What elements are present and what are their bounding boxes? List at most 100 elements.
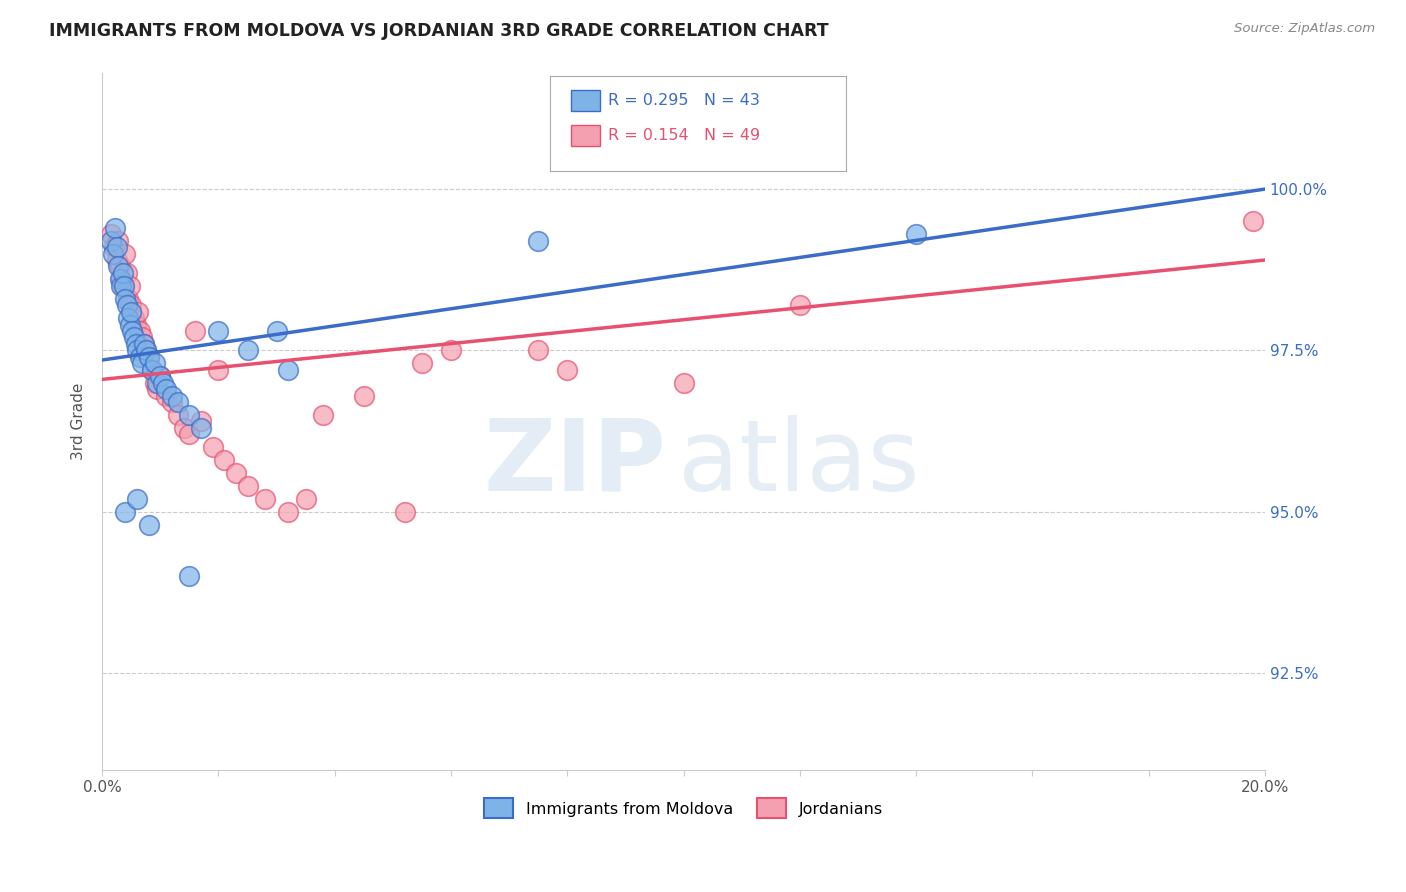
Point [143, 356, 166, 370]
Point [253, 491, 276, 506]
Point [120, 298, 142, 312]
Text: R = 0.295   N = 43: R = 0.295 N = 43 [607, 94, 759, 108]
Point [214, 453, 236, 467]
Point [117, 311, 139, 326]
Point [129, 324, 152, 338]
Point [122, 311, 145, 326]
Point [207, 324, 229, 338]
Point [155, 382, 177, 396]
FancyBboxPatch shape [550, 77, 846, 170]
Point [104, 220, 127, 235]
Text: Source: ZipAtlas.com: Source: ZipAtlas.com [1234, 22, 1375, 36]
Point [110, 272, 132, 286]
Point [132, 337, 155, 351]
Point [146, 376, 169, 390]
Point [112, 278, 135, 293]
Point [121, 324, 143, 338]
Point [127, 491, 149, 506]
Point [190, 414, 212, 428]
Point [236, 343, 259, 358]
Point [411, 356, 433, 370]
Point [155, 388, 177, 402]
Point [353, 388, 375, 402]
Point [143, 376, 166, 390]
Point [555, 362, 578, 376]
Point [131, 356, 153, 370]
Point [1241, 214, 1264, 228]
Point [138, 350, 160, 364]
Point [277, 362, 299, 376]
Point [141, 362, 163, 376]
Point [114, 505, 136, 519]
Point [101, 246, 124, 260]
Point [394, 505, 416, 519]
Point [115, 298, 138, 312]
Point [166, 395, 188, 409]
Point [117, 292, 139, 306]
Point [190, 421, 212, 435]
Point [120, 318, 142, 332]
Point [138, 517, 160, 532]
Point [127, 304, 149, 318]
Point [905, 227, 928, 242]
Point [100, 234, 122, 248]
Point [120, 304, 142, 318]
Point [312, 408, 335, 422]
Point [127, 343, 149, 358]
Point [135, 343, 157, 358]
Point [225, 466, 247, 480]
Y-axis label: 3rd Grade: 3rd Grade [72, 383, 86, 460]
Point [120, 278, 142, 293]
Point [114, 292, 136, 306]
Point [160, 388, 183, 402]
Point [179, 569, 201, 583]
Point [294, 491, 316, 506]
Point [179, 427, 201, 442]
Point [108, 260, 131, 274]
Point [107, 234, 129, 248]
Point [152, 376, 174, 390]
Point [236, 479, 259, 493]
Point [149, 369, 172, 384]
Point [141, 362, 163, 376]
Text: atlas: atlas [678, 415, 920, 512]
Bar [571, 90, 600, 112]
Point [527, 343, 550, 358]
Point [146, 382, 169, 396]
Text: ZIP: ZIP [484, 415, 666, 512]
Point [108, 272, 131, 286]
Point [160, 395, 183, 409]
Point [277, 505, 299, 519]
Point [138, 350, 160, 364]
Point [207, 362, 229, 376]
Point [132, 337, 155, 351]
Point [179, 408, 201, 422]
Point [125, 337, 148, 351]
Point [201, 440, 224, 454]
Point [129, 350, 152, 364]
Point [103, 240, 125, 254]
Point [184, 324, 207, 338]
Point [527, 234, 550, 248]
Point [131, 330, 153, 344]
Text: IMMIGRANTS FROM MOLDOVA VS JORDANIAN 3RD GRADE CORRELATION CHART: IMMIGRANTS FROM MOLDOVA VS JORDANIAN 3RD… [49, 22, 828, 40]
Point [111, 266, 134, 280]
Point [789, 298, 811, 312]
Point [112, 278, 135, 293]
Text: R = 0.154   N = 49: R = 0.154 N = 49 [607, 128, 761, 144]
Point [173, 421, 195, 435]
Point [125, 318, 148, 332]
Point [107, 260, 129, 274]
Point [266, 324, 288, 338]
Point [135, 343, 157, 358]
Point [672, 376, 695, 390]
Point [122, 330, 145, 344]
Point [100, 227, 122, 242]
Point [440, 343, 463, 358]
Legend: Immigrants from Moldova, Jordanians: Immigrants from Moldova, Jordanians [478, 792, 889, 824]
Point [149, 369, 172, 384]
Point [114, 246, 136, 260]
Point [105, 253, 128, 268]
Bar [571, 125, 600, 146]
Point [105, 240, 128, 254]
